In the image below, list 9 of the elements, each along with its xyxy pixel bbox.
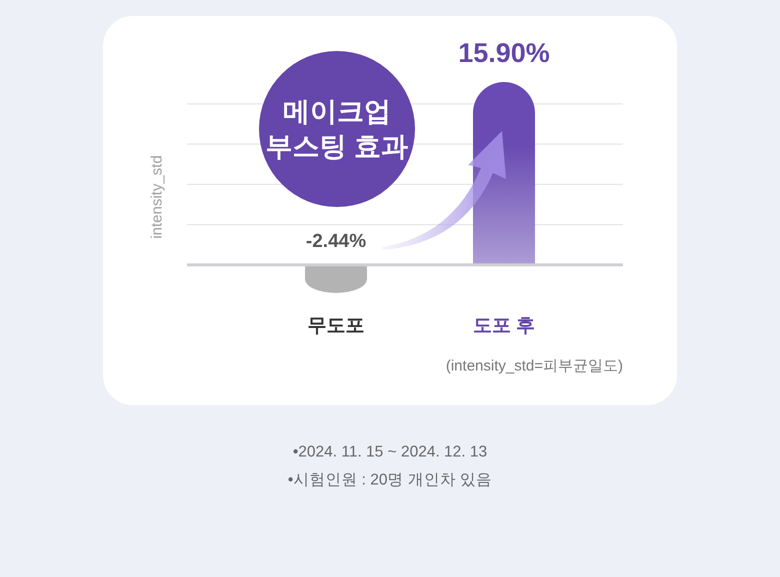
text: (intensity_std=피부균일도) (446, 358, 623, 374)
annotation: 메이크업 부스팅 효과 (266, 96, 408, 162)
data-label: -2.44% (306, 230, 366, 252)
text: •시험인원 : 20명 개인차 있음 (288, 472, 492, 488)
x-tick-label: 도포 후 (472, 316, 536, 336)
x-tick-label: 무도포 (308, 316, 364, 336)
text: •2024. 11. 15 ~ 2024. 12. 13 (292, 444, 488, 460)
data-label: 15.90% (458, 38, 550, 68)
y-axis-title: intensity_std (148, 155, 166, 239)
